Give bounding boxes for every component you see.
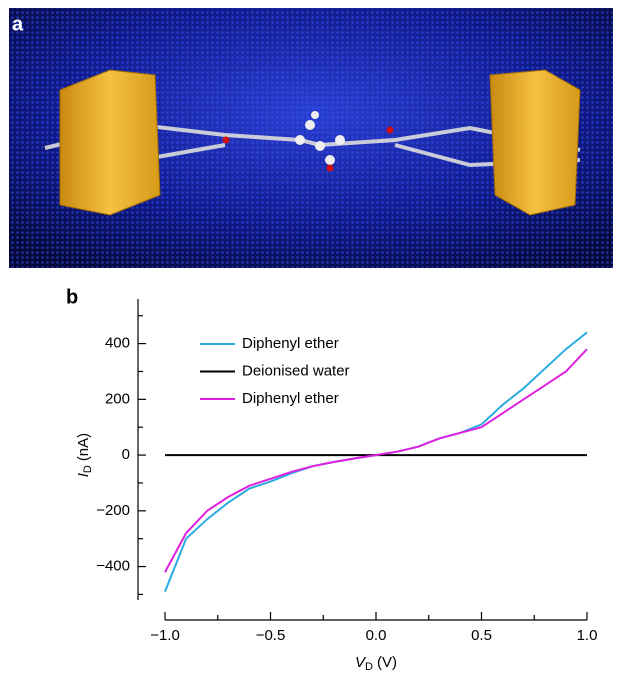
- x-axis-label: VD (V): [355, 654, 397, 673]
- x-tick-label: 0.0: [366, 627, 387, 644]
- x-tick-label: −1.0: [150, 627, 180, 644]
- data-line: [164, 348, 588, 573]
- y-tick-label: −200: [96, 502, 130, 519]
- legend-label: Deionised water: [242, 362, 350, 379]
- legend-label: Diphenyl ether: [242, 335, 339, 352]
- panel-a-image: [9, 8, 613, 268]
- x-tick-label: −0.5: [256, 627, 286, 644]
- y-axis-label-subscript: D: [82, 465, 94, 473]
- y-tick-label: −400: [96, 558, 130, 575]
- y-tick-label: 0: [122, 446, 130, 463]
- y-axis-label: ID (nA): [75, 433, 94, 477]
- x-axis-label-unit: (V): [377, 654, 397, 671]
- y-tick-label: 400: [105, 335, 130, 352]
- x-tick-label: 0.5: [471, 627, 492, 644]
- x-tick-label: 1.0: [577, 627, 598, 644]
- y-axis-label-symbol: I: [75, 473, 92, 477]
- x-axis-label-subscript: D: [365, 661, 373, 673]
- x-axis-label-symbol: V: [355, 654, 367, 671]
- panel-label: b: [66, 286, 78, 308]
- y-axis-label-unit: (nA): [75, 433, 92, 461]
- y-tick-label: 200: [105, 390, 130, 407]
- panel-label: a: [12, 13, 24, 35]
- legend-label: Diphenyl ether: [242, 390, 339, 407]
